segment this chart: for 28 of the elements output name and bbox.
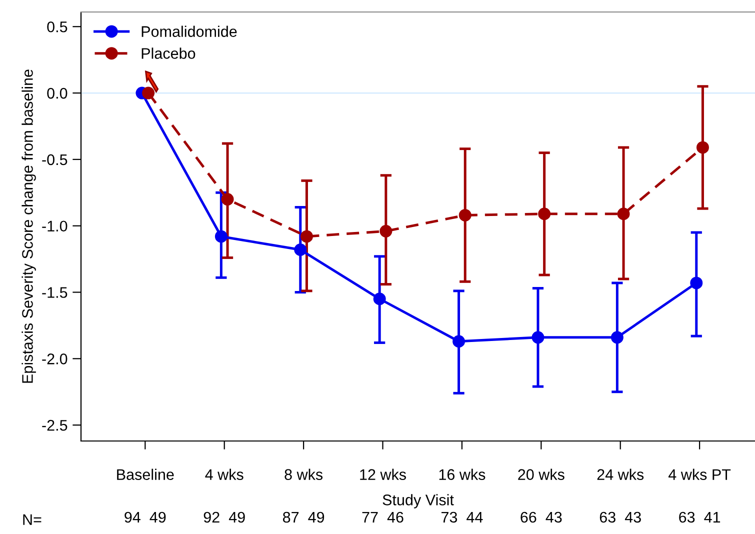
x-tick-label: 4 wks PT xyxy=(668,468,731,480)
y-tick-label: -1.0 xyxy=(42,220,68,232)
text: 94 49 xyxy=(124,512,166,523)
x-tick-label: 16 wks xyxy=(439,468,486,480)
x-tick-label: 24 wks xyxy=(597,468,644,480)
text: 63 43 xyxy=(600,512,641,523)
y-axis-title: Epistaxis Severity Score change from baseline xyxy=(22,70,36,383)
legend-label: Pomalidomide xyxy=(142,26,237,37)
text: 73 44 xyxy=(442,512,483,523)
text: 92 49 xyxy=(204,512,245,523)
y-tick-label: 0.5 xyxy=(47,21,68,32)
y-tick-label: -0.5 xyxy=(42,154,68,166)
x-axis-title: Study Visit xyxy=(382,494,454,508)
x-tick-label: 4 wks xyxy=(205,468,244,480)
y-tick-label: -2.0 xyxy=(42,354,68,364)
text: 77 46 xyxy=(362,512,404,523)
x-tick-label: 8 wks xyxy=(284,468,323,480)
x-tick-label: Baseline xyxy=(117,468,174,480)
y-tick-label: -2.5 xyxy=(42,420,68,431)
text: 87 49 xyxy=(282,512,324,523)
text: N= xyxy=(23,514,42,525)
x-tick-label: 12 wks xyxy=(360,468,406,480)
text: 66 43 xyxy=(520,512,562,523)
y-tick-label: 0.0 xyxy=(47,88,68,99)
x-tick-label: 20 wks xyxy=(518,468,564,480)
legend-label: Placebo xyxy=(142,48,196,59)
text: 63 41 xyxy=(679,512,720,523)
y-tick-label: -1.5 xyxy=(42,287,68,298)
